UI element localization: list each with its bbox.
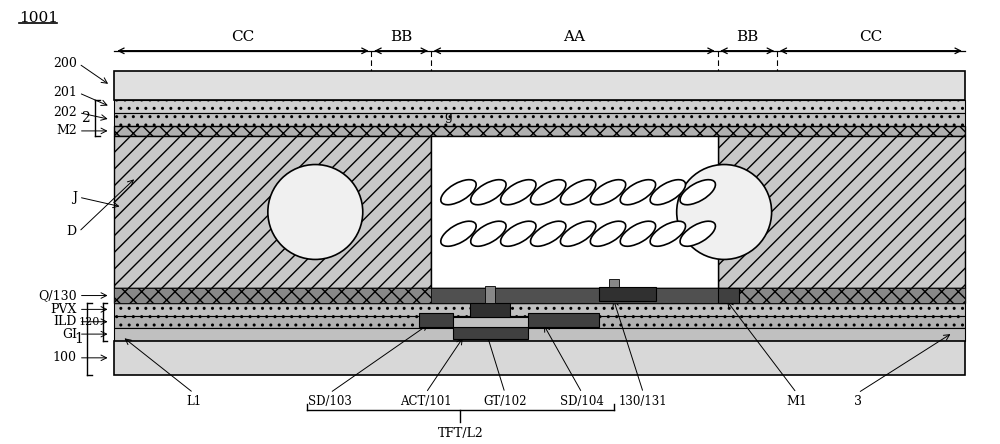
Text: 200: 200 [53,57,77,70]
Bar [114,288,965,303]
Text: 1001: 1001 [19,11,58,25]
Text: 201: 201 [53,86,77,99]
Text: GT/102: GT/102 [483,395,527,408]
Ellipse shape [471,180,506,205]
Text: TFT/L2: TFT/L2 [438,427,483,440]
Text: 2: 2 [81,111,90,125]
Bar [114,71,965,100]
Bar [114,113,965,126]
Text: L1: L1 [186,395,201,408]
Ellipse shape [531,221,566,246]
Bar [114,341,965,375]
Bar [718,288,965,303]
Text: ACT/101: ACT/101 [400,395,452,408]
Bar [431,288,718,303]
Bar [431,136,718,288]
Text: J: J [72,190,77,204]
Bar [114,328,965,341]
Text: 1: 1 [74,332,83,346]
Ellipse shape [501,221,536,246]
Ellipse shape [441,221,476,246]
Text: GI: GI [62,328,77,341]
Bar [470,303,510,317]
Text: Q/130: Q/130 [38,289,77,302]
Text: M2: M2 [56,124,77,137]
Bar [599,287,656,301]
Bar [718,288,739,303]
Text: BB: BB [736,30,758,44]
Text: AA: AA [563,30,585,44]
Ellipse shape [590,180,626,205]
Bar [485,286,495,303]
Text: ILD: ILD [53,315,77,328]
Ellipse shape [560,180,596,205]
Ellipse shape [531,180,566,205]
Ellipse shape [441,180,476,205]
Bar [528,313,599,327]
Bar [449,317,532,327]
Bar [114,126,965,136]
Bar [114,100,965,113]
Ellipse shape [680,180,715,205]
Text: SD/103: SD/103 [308,395,352,408]
Text: BB: BB [390,30,412,44]
Ellipse shape [471,221,506,246]
Text: 202: 202 [53,106,77,119]
Bar [419,313,453,327]
Bar [114,316,965,328]
Bar [453,327,528,339]
Bar [114,136,431,288]
Text: 130/131: 130/131 [619,395,668,408]
Bar [114,288,431,303]
Ellipse shape [650,180,686,205]
Text: 100: 100 [53,351,77,365]
Ellipse shape [560,221,596,246]
Bar [114,303,965,316]
Text: CC: CC [231,30,255,44]
Ellipse shape [680,221,715,246]
Text: 3: 3 [854,395,862,408]
Circle shape [268,165,363,259]
Bar [609,279,619,287]
Ellipse shape [620,221,656,246]
Text: g: g [445,110,453,123]
Bar [718,136,965,288]
Text: CC: CC [859,30,882,44]
Ellipse shape [650,221,686,246]
Text: SD/104: SD/104 [560,395,604,408]
Ellipse shape [620,180,656,205]
Ellipse shape [590,221,626,246]
Text: D: D [67,225,77,238]
Text: 120: 120 [78,317,100,327]
Text: M1: M1 [786,395,807,408]
Text: PVX: PVX [50,303,77,316]
Circle shape [677,165,772,259]
Ellipse shape [501,180,536,205]
